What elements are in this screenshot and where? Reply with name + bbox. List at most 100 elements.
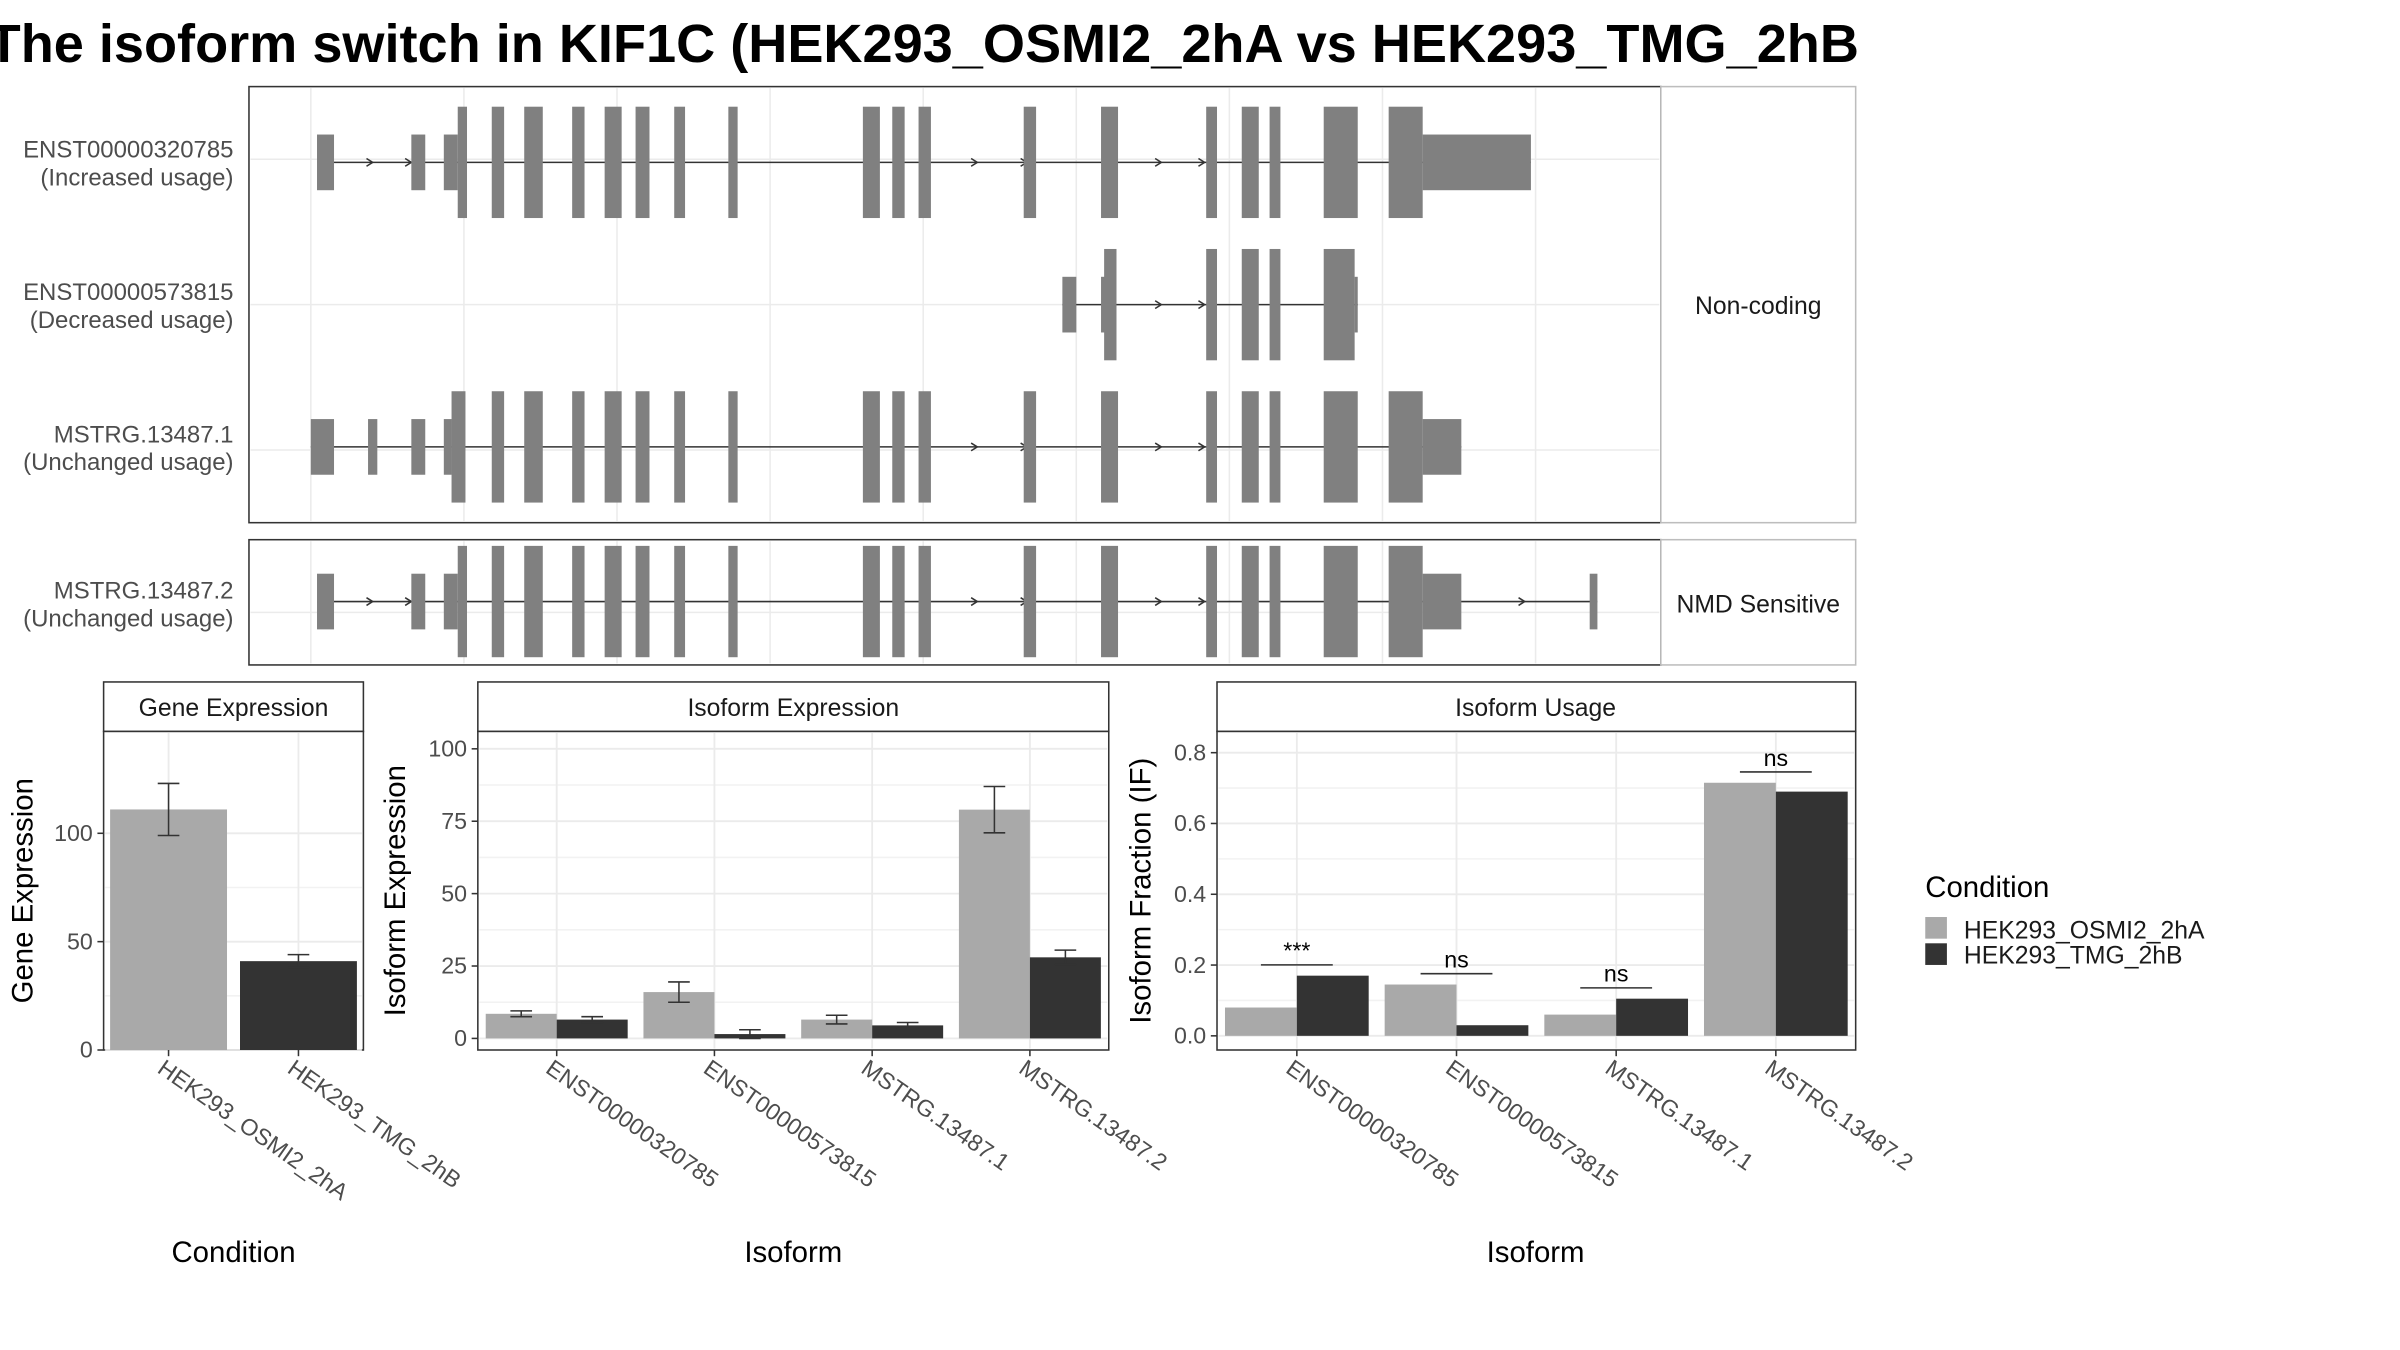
utr-exon bbox=[443, 419, 452, 475]
coding-exon bbox=[491, 391, 505, 503]
significance-label: ns bbox=[1444, 947, 1469, 973]
track-label-3a: MSTRG.13487.1 bbox=[54, 421, 234, 448]
track-label-4a: MSTRG.13487.2 bbox=[54, 577, 234, 604]
facet-label-nmd: NMD Sensitive bbox=[1676, 591, 1840, 618]
coding-exon bbox=[1206, 545, 1218, 658]
bar bbox=[556, 1019, 628, 1039]
usage-strip bbox=[1216, 681, 1857, 733]
bar bbox=[801, 1019, 873, 1039]
coding-exon bbox=[1101, 391, 1119, 503]
bar bbox=[1703, 782, 1776, 1036]
y-tick-label: 0 bbox=[80, 1037, 93, 1063]
legend-label-a: HEK293_OSMI2_2hA bbox=[1964, 918, 2205, 945]
coding-exon bbox=[892, 545, 905, 658]
coding-exon bbox=[1269, 106, 1281, 219]
coding-exon bbox=[918, 545, 931, 658]
coding-exon bbox=[1388, 391, 1423, 503]
strand-arrow bbox=[366, 597, 375, 607]
utr-exon bbox=[317, 134, 335, 191]
strand-arrow bbox=[1154, 442, 1163, 452]
coding-exon bbox=[1269, 391, 1281, 503]
bar bbox=[240, 961, 357, 1050]
gene-strip bbox=[102, 681, 365, 733]
coding-exon bbox=[674, 106, 686, 219]
bar bbox=[1544, 1014, 1617, 1036]
y-tick-label: 100 bbox=[54, 820, 93, 846]
isoform-expression-panel: Isoform Expression 0 25 50 75 100 ENST0000032… bbox=[379, 681, 1172, 1269]
coding-exon bbox=[892, 106, 905, 219]
coding-exon bbox=[1323, 106, 1358, 219]
coding-exon bbox=[1388, 545, 1423, 658]
coding-exon bbox=[1323, 545, 1358, 658]
coding-exon bbox=[635, 391, 650, 503]
utr-exon bbox=[317, 573, 335, 630]
utr-exon bbox=[411, 573, 426, 630]
strand-arrow bbox=[970, 597, 979, 607]
y-tick-label: 25 bbox=[441, 953, 467, 979]
utr-exon bbox=[411, 419, 426, 475]
bar bbox=[1224, 1007, 1297, 1036]
significance-label: ns bbox=[1604, 961, 1629, 987]
coding-exon bbox=[1269, 248, 1281, 361]
utr-exon bbox=[1422, 134, 1531, 191]
coding-exon bbox=[604, 545, 622, 658]
bar bbox=[485, 1013, 557, 1039]
iso-y-axis-label: Isoform Expression bbox=[379, 765, 412, 1016]
gene-x-axis-label: Condition bbox=[171, 1236, 295, 1269]
coding-exon bbox=[604, 106, 622, 219]
utr-exon bbox=[310, 419, 335, 475]
utr-exon bbox=[1062, 276, 1077, 333]
coding-exon bbox=[862, 106, 880, 219]
gene-y-axis-label: Gene Expression bbox=[6, 778, 39, 1003]
x-tick-label: ENST00000573815 bbox=[1441, 1054, 1623, 1192]
y-tick-label: 50 bbox=[67, 928, 93, 954]
y-tick-label: 0.6 bbox=[1174, 810, 1206, 836]
bar bbox=[1616, 998, 1689, 1036]
facet-label-noncoding: Non-coding bbox=[1695, 293, 1822, 320]
utr-exon bbox=[443, 134, 458, 191]
bar bbox=[958, 809, 1030, 1039]
coding-exon bbox=[674, 391, 686, 503]
x-tick-label: MSTRG.13487.2 bbox=[1761, 1054, 1918, 1175]
coding-exon bbox=[862, 545, 880, 658]
usage-x-axis-label: Isoform bbox=[1487, 1236, 1585, 1269]
usage-strip-title: Isoform Usage bbox=[1455, 695, 1616, 722]
coding-exon bbox=[451, 391, 466, 503]
coding-exon bbox=[1241, 106, 1259, 219]
strand-arrow bbox=[1154, 300, 1163, 310]
bar bbox=[1775, 791, 1848, 1036]
legend-label-b: HEK293_TMG_2hB bbox=[1964, 942, 2183, 969]
utr-exon bbox=[443, 573, 458, 630]
coding-exon bbox=[491, 106, 505, 219]
isoform-usage-panel: Isoform Usage 0.0 0.2 0.4 0.6 0.8 ENST0000032… bbox=[1125, 681, 1918, 1269]
coding-exon bbox=[918, 391, 931, 503]
strand-arrow bbox=[1154, 157, 1163, 167]
strand-arrow bbox=[1198, 442, 1207, 452]
coding-exon bbox=[862, 391, 880, 503]
coding-exon bbox=[918, 106, 931, 219]
coding-exon bbox=[635, 545, 650, 658]
coding-exon bbox=[1206, 391, 1218, 503]
coding-exon bbox=[1323, 391, 1358, 503]
iso-strip bbox=[477, 681, 1110, 733]
usage-y-axis-label: Isoform Fraction (IF) bbox=[1125, 758, 1158, 1024]
track-label-4b: (Unchanged usage) bbox=[23, 605, 233, 632]
coding-exon bbox=[524, 391, 543, 503]
strand-arrow bbox=[970, 442, 979, 452]
coding-exon bbox=[892, 391, 905, 503]
track-MSTRG.13487.2 bbox=[317, 545, 1598, 658]
legend: Condition HEK293_OSMI2_2hA HEK293_TMG_2h… bbox=[1925, 871, 2205, 969]
coding-exon bbox=[1388, 106, 1423, 219]
y-tick-label: 0.4 bbox=[1174, 881, 1206, 907]
coding-exon bbox=[572, 545, 585, 658]
strand-arrow bbox=[366, 157, 375, 167]
coding-exon bbox=[1104, 248, 1117, 361]
coding-exon bbox=[728, 545, 738, 658]
track-label-2a: ENST00000573815 bbox=[23, 279, 233, 306]
strand-arrow bbox=[1154, 597, 1163, 607]
bar bbox=[1384, 984, 1457, 1036]
y-tick-label: 0.0 bbox=[1174, 1023, 1206, 1049]
y-tick-label: 0.2 bbox=[1174, 952, 1206, 978]
utr-exon bbox=[1589, 573, 1598, 630]
